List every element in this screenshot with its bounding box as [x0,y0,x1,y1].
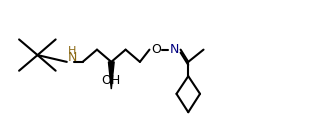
Text: N: N [169,43,179,56]
Text: H: H [68,46,77,56]
Polygon shape [108,62,114,89]
Text: N: N [68,51,77,64]
Text: OH: OH [102,74,121,87]
Text: O: O [151,43,161,56]
